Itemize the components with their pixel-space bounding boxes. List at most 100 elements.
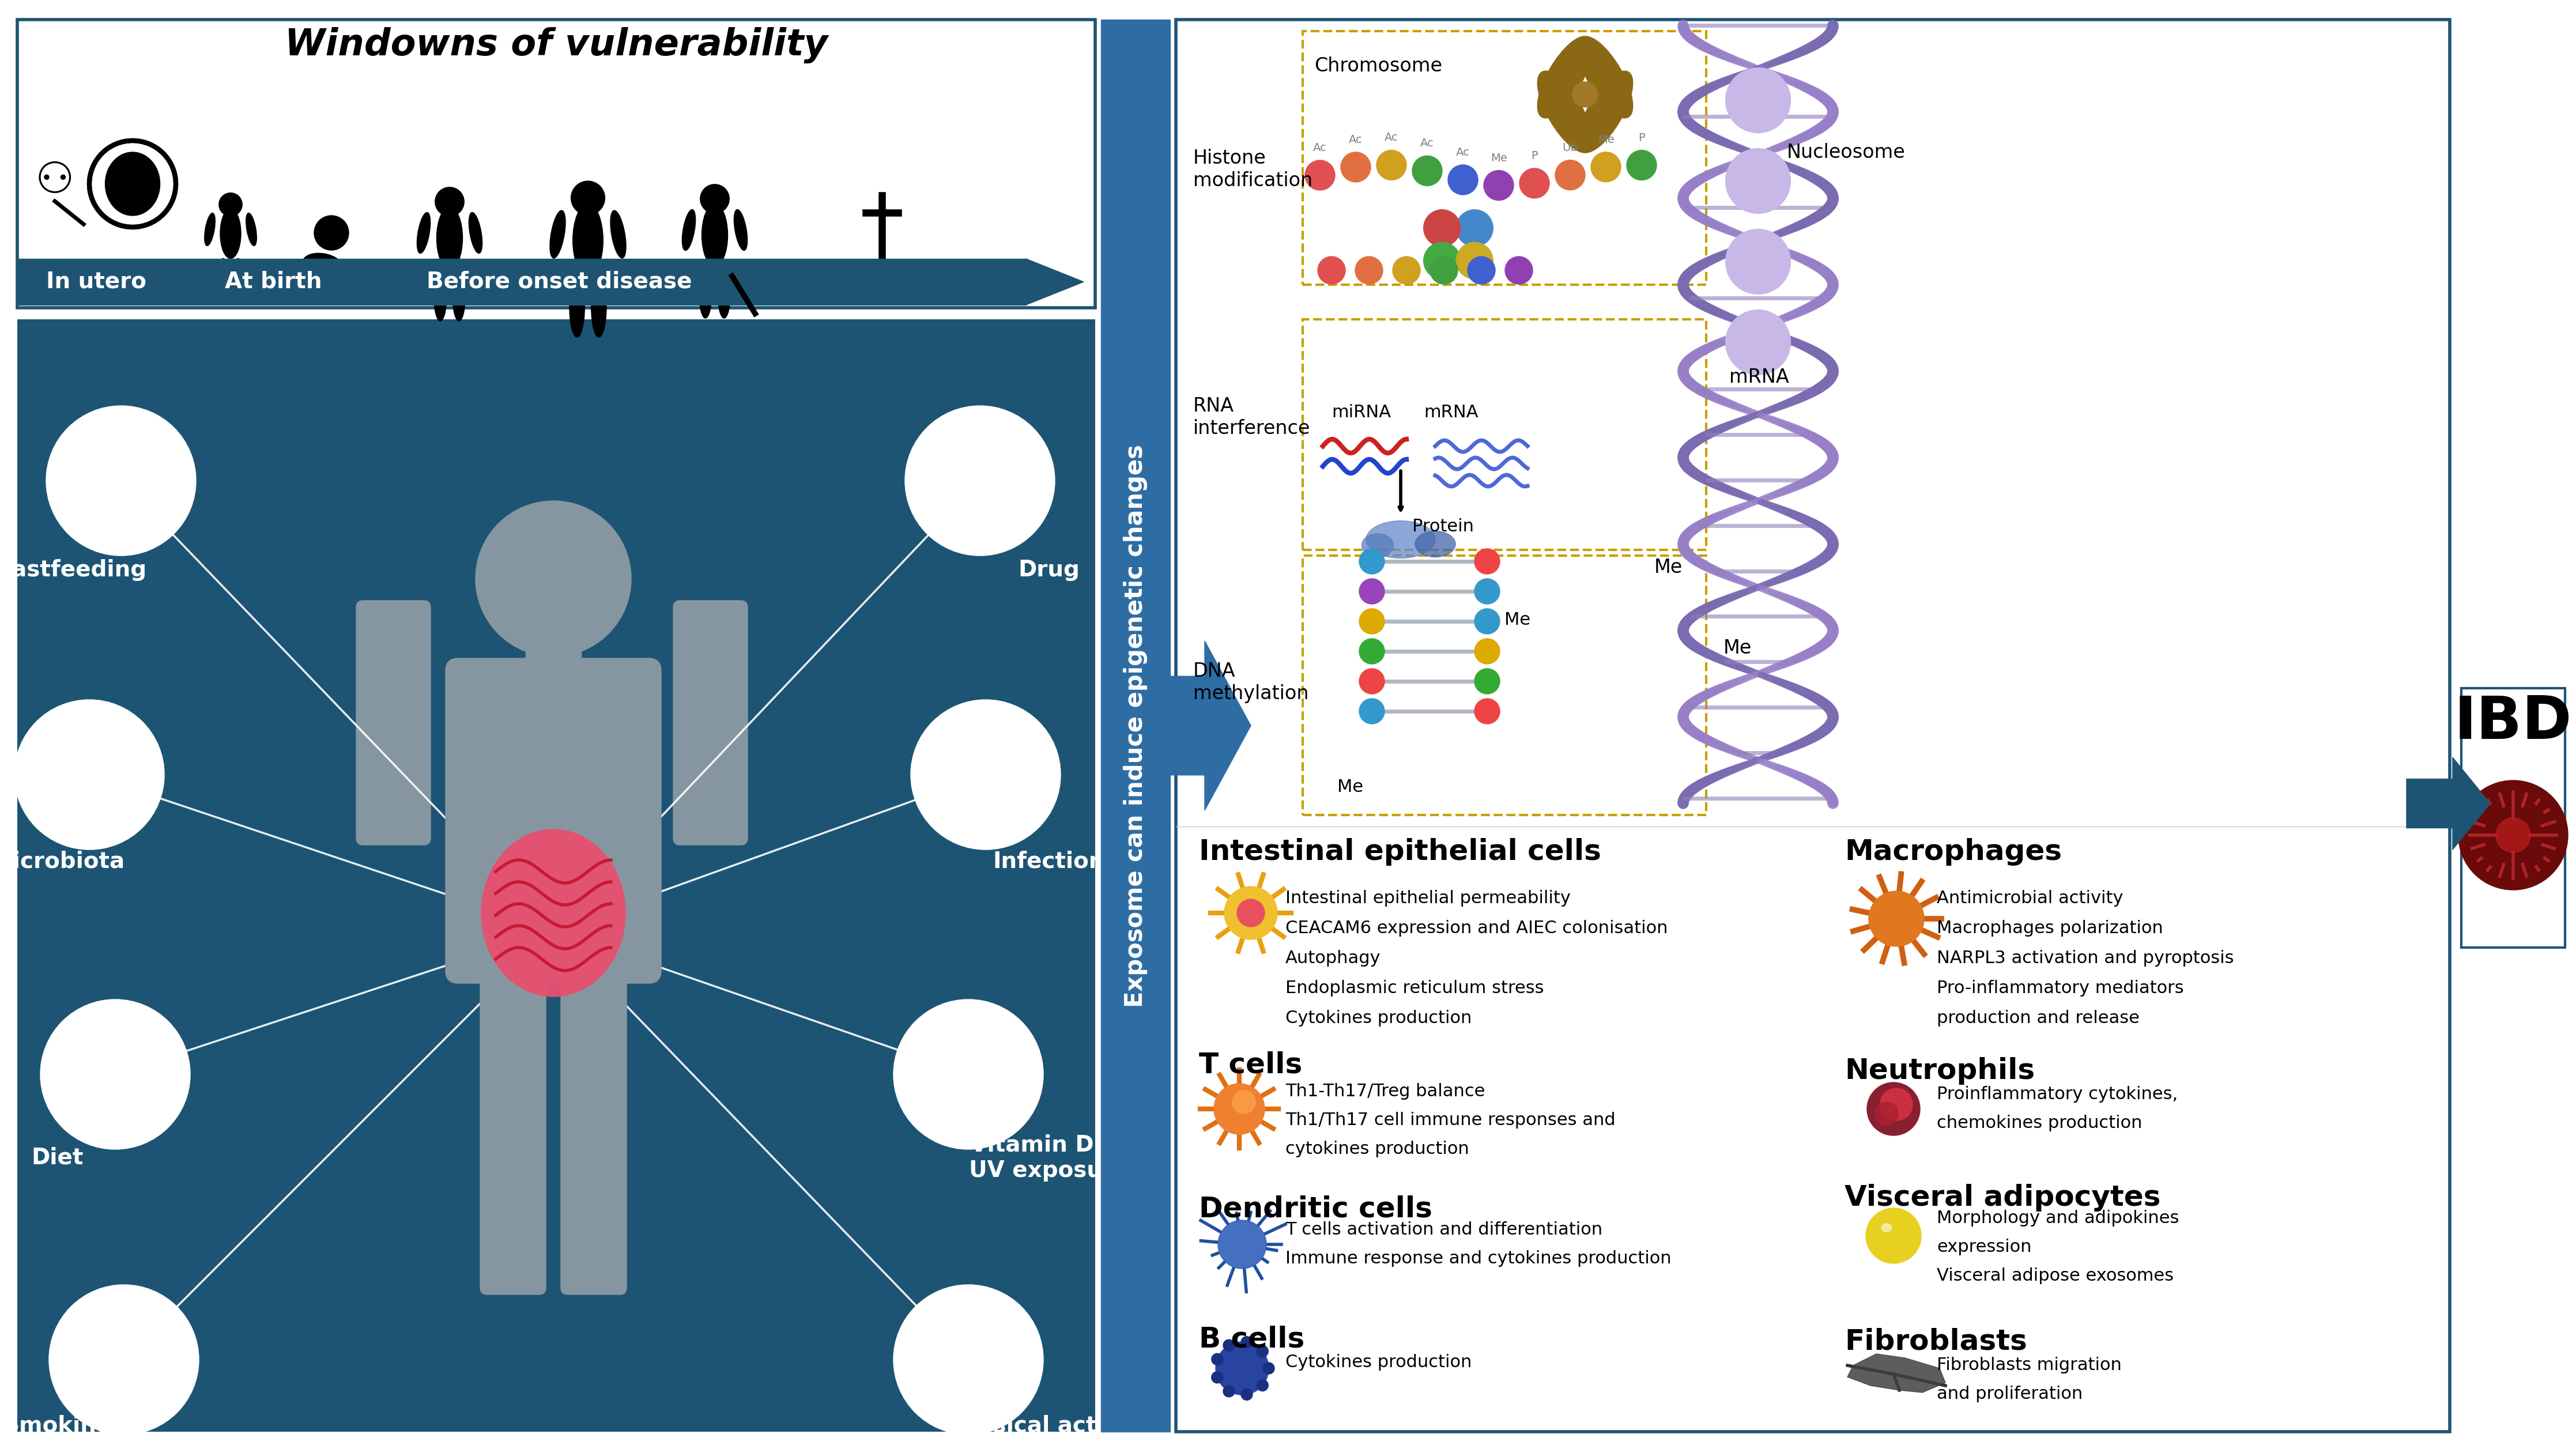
FancyBboxPatch shape: [1303, 319, 1705, 549]
Text: T cells activation and differentiation: T cells activation and differentiation: [1285, 1222, 1602, 1237]
Text: Me: Me: [1723, 639, 1752, 658]
Circle shape: [1571, 81, 1597, 107]
Text: Me: Me: [1654, 558, 1682, 577]
Ellipse shape: [1579, 36, 1633, 117]
Text: Endoplasmic reticulum stress: Endoplasmic reticulum stress: [1285, 980, 1543, 997]
Text: NARPL3 activation and pyroptosis: NARPL3 activation and pyroptosis: [1937, 951, 2233, 966]
Circle shape: [1625, 151, 1656, 180]
Ellipse shape: [453, 270, 466, 322]
Circle shape: [1425, 210, 1461, 246]
Circle shape: [1468, 256, 1494, 284]
Text: In utero: In utero: [46, 271, 147, 293]
Circle shape: [1520, 168, 1548, 199]
Circle shape: [1726, 310, 1790, 374]
Ellipse shape: [719, 267, 732, 319]
FancyArrow shape: [2406, 758, 2491, 849]
Circle shape: [1360, 639, 1383, 664]
Circle shape: [1865, 1208, 1922, 1264]
Circle shape: [1257, 1346, 1267, 1358]
Circle shape: [1224, 1339, 1234, 1350]
Circle shape: [1425, 242, 1461, 280]
Ellipse shape: [304, 254, 343, 275]
Text: Histone
modification: Histone modification: [1193, 149, 1314, 190]
Text: P: P: [1638, 132, 1646, 143]
Text: Protein: Protein: [1412, 519, 1473, 535]
Text: Ac: Ac: [1419, 138, 1435, 149]
Circle shape: [1504, 256, 1533, 284]
Bar: [18, 259, 1025, 304]
Text: Th1/Th17 cell immune responses and: Th1/Th17 cell immune responses and: [1285, 1111, 1615, 1129]
Text: Me: Me: [1504, 611, 1530, 629]
Text: Morphology and adipokines: Morphology and adipokines: [1937, 1210, 2179, 1226]
Text: Cytokines production: Cytokines production: [1285, 1010, 1471, 1026]
FancyArrow shape: [1170, 640, 1252, 810]
Ellipse shape: [549, 210, 567, 258]
Text: Dendritic cells: Dendritic cells: [1198, 1195, 1432, 1223]
Circle shape: [1473, 668, 1499, 694]
Ellipse shape: [1363, 533, 1394, 556]
Ellipse shape: [232, 258, 242, 300]
Text: Immune response and cytokines production: Immune response and cytokines production: [1285, 1250, 1672, 1266]
Text: Me: Me: [1337, 778, 1363, 796]
Circle shape: [1231, 1091, 1255, 1113]
Text: Visceral adipocytes: Visceral adipocytes: [1844, 1184, 2161, 1211]
Text: Infection: Infection: [994, 851, 1105, 872]
Circle shape: [1448, 165, 1479, 194]
Text: Me: Me: [1492, 152, 1507, 164]
FancyBboxPatch shape: [2460, 688, 2566, 948]
Circle shape: [1218, 1220, 1267, 1268]
Bar: [526, 607, 582, 677]
Circle shape: [1394, 256, 1419, 284]
Ellipse shape: [438, 207, 464, 270]
Text: and proliferation: and proliferation: [1937, 1385, 2084, 1403]
Ellipse shape: [469, 213, 482, 254]
Text: Nucleosome: Nucleosome: [1788, 142, 1906, 162]
FancyBboxPatch shape: [355, 600, 430, 845]
Text: Exposome can induce epigenetic changes: Exposome can induce epigenetic changes: [1123, 443, 1149, 1007]
Ellipse shape: [734, 210, 747, 251]
Circle shape: [219, 193, 242, 216]
Text: Ac: Ac: [1386, 132, 1399, 143]
Ellipse shape: [592, 277, 605, 338]
Circle shape: [1455, 242, 1494, 280]
Circle shape: [1224, 1385, 1234, 1397]
FancyBboxPatch shape: [672, 600, 747, 845]
Ellipse shape: [1880, 1223, 1891, 1232]
Text: mRNA: mRNA: [1728, 368, 1790, 387]
Circle shape: [1880, 1088, 1911, 1120]
Text: ⚇: ⚇: [36, 159, 75, 203]
Text: Visceral adipose exosomes: Visceral adipose exosomes: [1937, 1268, 2174, 1284]
Circle shape: [894, 1000, 1043, 1149]
Ellipse shape: [845, 270, 920, 288]
Text: miRNA: miRNA: [1332, 404, 1391, 420]
Ellipse shape: [106, 152, 160, 216]
Circle shape: [1224, 887, 1278, 939]
Text: cytokines production: cytokines production: [1285, 1140, 1468, 1158]
Circle shape: [1216, 1342, 1270, 1395]
Text: Neutrophils: Neutrophils: [1844, 1058, 2035, 1085]
Circle shape: [904, 406, 1054, 555]
Circle shape: [1473, 639, 1499, 664]
Ellipse shape: [327, 271, 353, 293]
Circle shape: [1376, 151, 1406, 180]
Circle shape: [1726, 230, 1790, 293]
Circle shape: [1726, 68, 1790, 132]
Text: Pro-inflammatory mediators: Pro-inflammatory mediators: [1937, 980, 2184, 997]
Circle shape: [1319, 256, 1345, 284]
Ellipse shape: [340, 270, 368, 284]
Circle shape: [46, 406, 196, 555]
Text: P: P: [1530, 151, 1538, 161]
Ellipse shape: [482, 829, 626, 997]
Text: Smoking: Smoking: [3, 1416, 113, 1437]
Text: Diet: Diet: [31, 1148, 82, 1169]
Text: RNA
interference: RNA interference: [1193, 397, 1311, 438]
Text: Th1-Th17/Treg balance: Th1-Th17/Treg balance: [1285, 1082, 1484, 1100]
Ellipse shape: [569, 277, 585, 338]
Bar: [1100, 20, 1170, 1432]
Ellipse shape: [1414, 532, 1455, 556]
Text: Macrophages: Macrophages: [1844, 838, 2061, 865]
Text: Proinflammatory cytokines,: Proinflammatory cytokines,: [1937, 1085, 2177, 1103]
Ellipse shape: [433, 270, 446, 322]
FancyBboxPatch shape: [18, 20, 1095, 307]
Text: expression: expression: [1937, 1239, 2032, 1255]
